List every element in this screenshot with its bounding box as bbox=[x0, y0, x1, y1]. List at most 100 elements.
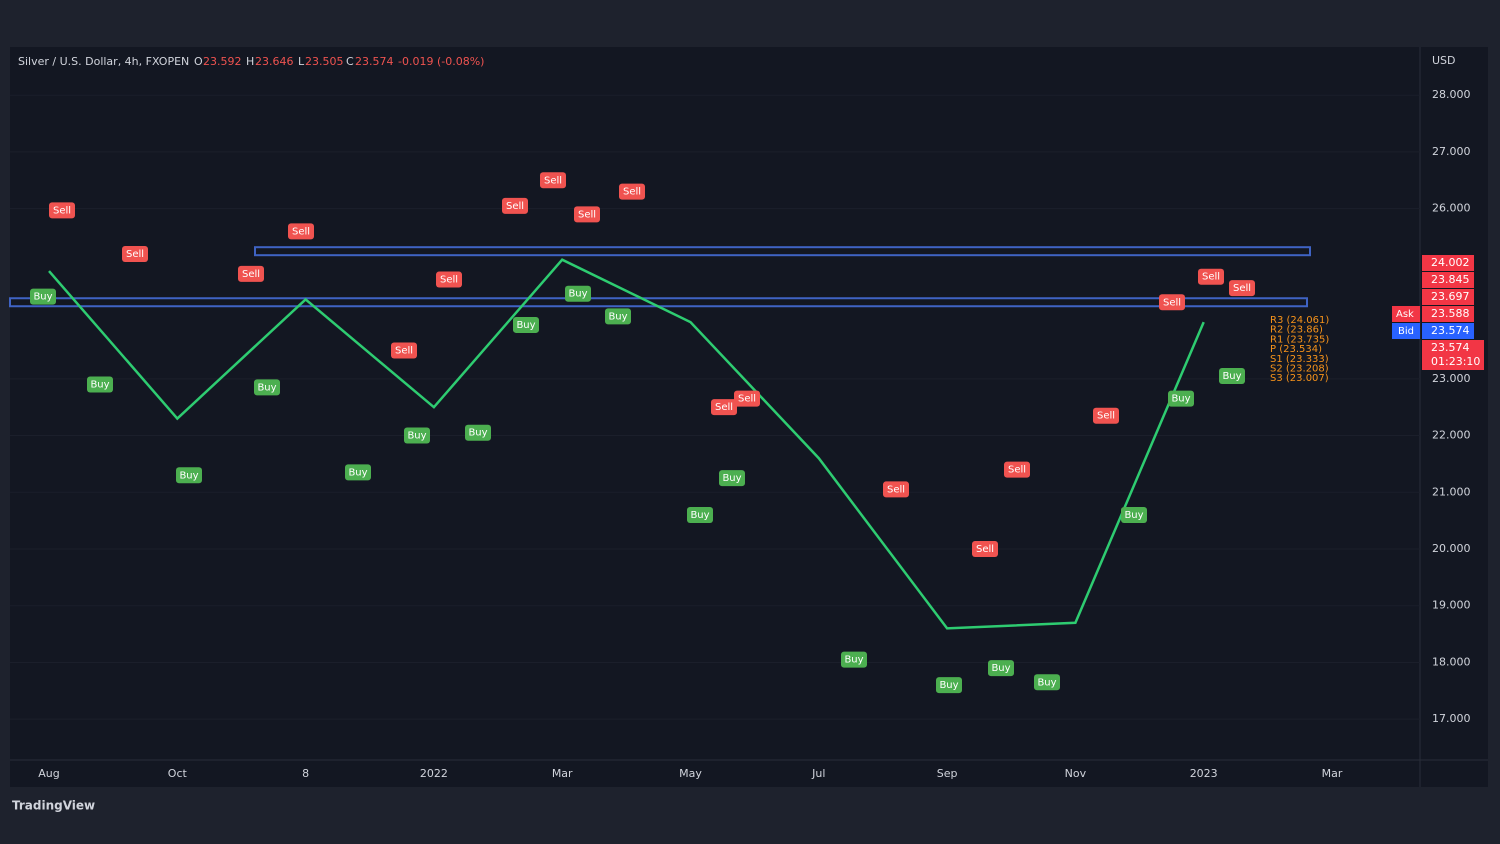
price-tag bbox=[1422, 340, 1484, 356]
y-tick-label: 21.000 bbox=[1432, 485, 1471, 498]
signal-label: Buy bbox=[568, 289, 587, 300]
price-tag-label: 23.697 bbox=[1431, 290, 1470, 303]
signal-badge bbox=[122, 246, 148, 263]
signal-badge bbox=[605, 308, 631, 325]
signal-badge bbox=[1168, 390, 1194, 407]
signal-badge bbox=[513, 316, 539, 333]
x-tick-label: 2023 bbox=[1190, 767, 1218, 780]
ohlc-label: H bbox=[246, 55, 254, 68]
signal-label: Sell bbox=[738, 394, 756, 405]
signal-badge bbox=[734, 390, 760, 407]
signal-badge bbox=[719, 470, 745, 487]
x-tick-label: Aug bbox=[38, 767, 59, 780]
y-tick-label: 26.000 bbox=[1432, 202, 1471, 215]
signal-badge bbox=[176, 467, 202, 484]
signal-label: Sell bbox=[292, 226, 310, 237]
x-tick-label: 8 bbox=[302, 767, 309, 780]
signal-label: Sell bbox=[623, 187, 641, 198]
signal-label: Sell bbox=[1233, 283, 1251, 294]
signal-label: Buy bbox=[844, 655, 863, 666]
signal-badge bbox=[87, 376, 113, 393]
signal-label: Sell bbox=[578, 209, 596, 220]
x-tick-label: 2022 bbox=[420, 767, 448, 780]
price-tag-label: 23.574 bbox=[1431, 341, 1470, 354]
signal-badge bbox=[1093, 407, 1119, 424]
signal-badge bbox=[988, 660, 1014, 677]
y-tick-label: 19.000 bbox=[1432, 599, 1471, 612]
pivot-label: S2 (23.208) bbox=[1270, 364, 1329, 375]
signal-label: Sell bbox=[53, 205, 71, 216]
signal-badge bbox=[436, 271, 462, 288]
pivot-label: S3 (23.007) bbox=[1270, 373, 1329, 384]
signal-label: Buy bbox=[991, 663, 1010, 674]
ohlc-value: 23.505 bbox=[305, 55, 344, 68]
price-tag bbox=[1422, 255, 1474, 271]
signal-badge bbox=[687, 506, 713, 523]
price-tag bbox=[1422, 354, 1484, 370]
price-tag-label: 24.002 bbox=[1431, 256, 1470, 269]
y-tick-label: 22.000 bbox=[1432, 429, 1471, 442]
bid-badge bbox=[1392, 323, 1420, 339]
price-tag-label: 23.588 bbox=[1431, 307, 1470, 320]
signal-badge bbox=[345, 464, 371, 481]
signal-label: Buy bbox=[179, 470, 198, 481]
signal-badge bbox=[465, 424, 491, 441]
signal-label: Sell bbox=[1163, 297, 1181, 308]
ohlc-value: 23.646 bbox=[255, 55, 294, 68]
signal-badge bbox=[574, 206, 600, 223]
price-tag-label: 01:23:10 bbox=[1431, 355, 1480, 368]
change: -0.019 (-0.08%) bbox=[398, 55, 484, 68]
currency: USD bbox=[1432, 54, 1456, 67]
pivot-label: R2 (23.86) bbox=[1270, 325, 1323, 336]
signal-label: Buy bbox=[516, 320, 535, 331]
signal-label: Buy bbox=[690, 510, 709, 521]
signal-badge bbox=[883, 481, 909, 498]
signal-label: Buy bbox=[1124, 510, 1143, 521]
x-tick-label: May bbox=[679, 767, 702, 780]
pivot-label: R1 (23.735) bbox=[1270, 334, 1329, 345]
signal-badge bbox=[1198, 268, 1224, 285]
signal-badge bbox=[30, 288, 56, 305]
pivot-label: P (23.534) bbox=[1270, 344, 1322, 355]
signal-label: Buy bbox=[939, 680, 958, 691]
signal-label: Sell bbox=[887, 484, 905, 495]
signal-label: Buy bbox=[1222, 371, 1241, 382]
ask-badge bbox=[1392, 306, 1420, 322]
y-tick-label: 18.000 bbox=[1432, 655, 1471, 668]
signal-badge bbox=[49, 202, 75, 219]
pivot-label: S1 (23.333) bbox=[1270, 354, 1329, 365]
y-tick-label: 17.000 bbox=[1432, 712, 1471, 725]
signal-label: Buy bbox=[257, 382, 276, 393]
signal-label: Buy bbox=[90, 379, 109, 390]
price-tag-label: 23.574 bbox=[1431, 324, 1470, 337]
brand: TradingView bbox=[12, 799, 95, 813]
resistance-zone bbox=[254, 246, 1311, 257]
signal-badge bbox=[972, 540, 998, 557]
signal-badge bbox=[1159, 294, 1185, 311]
signal-badge bbox=[1121, 506, 1147, 523]
y-tick-label: 20.000 bbox=[1432, 542, 1471, 555]
pivot-label: R3 (24.061) bbox=[1270, 315, 1329, 326]
ohlc-label: O bbox=[194, 55, 203, 68]
signal-badge bbox=[288, 223, 314, 240]
y-tick-label: 28.000 bbox=[1432, 88, 1471, 101]
price-tag bbox=[1422, 272, 1474, 288]
signal-label: Buy bbox=[1037, 677, 1056, 688]
signal-badge bbox=[254, 379, 280, 396]
y-tick-label: 23.000 bbox=[1432, 372, 1471, 385]
signal-label: Sell bbox=[395, 345, 413, 356]
x-tick-label: Sep bbox=[937, 767, 958, 780]
ohlc-value: 23.592 bbox=[203, 55, 242, 68]
x-tick-label: Mar bbox=[1322, 767, 1343, 780]
signal-badge bbox=[404, 427, 430, 444]
signal-label: Buy bbox=[33, 292, 52, 303]
signal-badge bbox=[936, 677, 962, 694]
signal-label: Sell bbox=[544, 175, 562, 186]
signal-badge bbox=[565, 285, 591, 302]
y-tick-label: 27.000 bbox=[1432, 145, 1471, 158]
signal-badge bbox=[1229, 280, 1255, 297]
signal-badge bbox=[711, 399, 737, 416]
signal-label: Buy bbox=[407, 431, 426, 442]
signal-badge bbox=[619, 183, 645, 200]
